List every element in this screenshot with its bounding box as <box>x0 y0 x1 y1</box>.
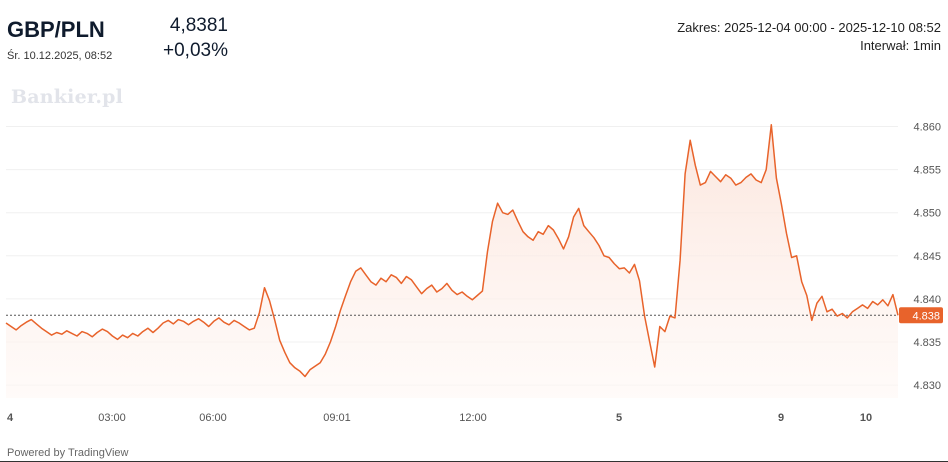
price-series-line <box>5 124 899 378</box>
last-price: 4,8381 <box>169 15 228 36</box>
interval-info: Interwał: 1min <box>860 38 941 53</box>
y-tick-label: 4.855 <box>913 165 941 177</box>
x-tick-label: 03:00 <box>98 412 126 424</box>
y-tick-label: 4.860 <box>913 122 941 134</box>
bankier-watermark: Bankier.pl <box>11 86 124 108</box>
powered-by[interactable]: Powered by TradingView <box>7 447 129 459</box>
last-price-label: 4.838 <box>899 307 943 324</box>
symbol: GBP/PLN <box>7 17 105 42</box>
x-tick-label: 09:01 <box>323 412 351 424</box>
x-tick-label: 12:00 <box>459 412 487 424</box>
x-tick-label: 06:00 <box>199 412 227 424</box>
x-tick-label: 9 <box>778 412 784 424</box>
x-tick-label: 10 <box>860 412 872 424</box>
y-tick-label: 4.850 <box>913 208 941 220</box>
x-tick-label: 4 <box>7 412 14 424</box>
y-tick-label: 4.845 <box>913 251 941 263</box>
range-info: Zakres: 2025-12-04 00:00 - 2025-12-10 08… <box>677 20 941 35</box>
y-tick-label: 4.840 <box>913 294 941 306</box>
x-tick-label: 5 <box>616 412 622 424</box>
last-price-label-bg <box>899 307 943 324</box>
price-area-fill <box>6 124 898 399</box>
price-chart[interactable]: 4.860 4.855 4.850 4.845 4.840 4.835 4.830 4 03:… <box>0 0 948 440</box>
y-tick-label: 4.830 <box>913 380 941 392</box>
y-tick-label: 4.835 <box>913 337 941 349</box>
x-axis: 4 03:00 06:00 09:01 12:00 5 9 10 <box>7 412 872 424</box>
last-price-label-text: 4.838 <box>912 310 940 322</box>
y-axis: 4.860 4.855 4.850 4.845 4.840 4.835 4.830 <box>913 122 941 393</box>
quote-datetime: Śr. 10.12.2025, 08:52 <box>7 50 113 62</box>
price-change: +0,03% <box>163 40 228 61</box>
